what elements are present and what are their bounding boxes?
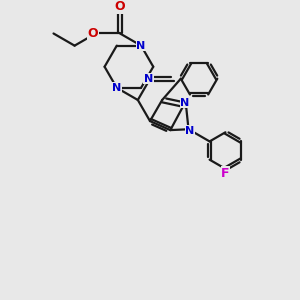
Text: O: O xyxy=(115,0,125,13)
Text: N: N xyxy=(181,98,190,108)
Text: N: N xyxy=(112,83,122,93)
Text: N: N xyxy=(185,126,195,136)
Text: N: N xyxy=(136,40,146,51)
Text: O: O xyxy=(88,27,98,40)
Text: N: N xyxy=(144,74,153,84)
Text: F: F xyxy=(221,167,230,180)
